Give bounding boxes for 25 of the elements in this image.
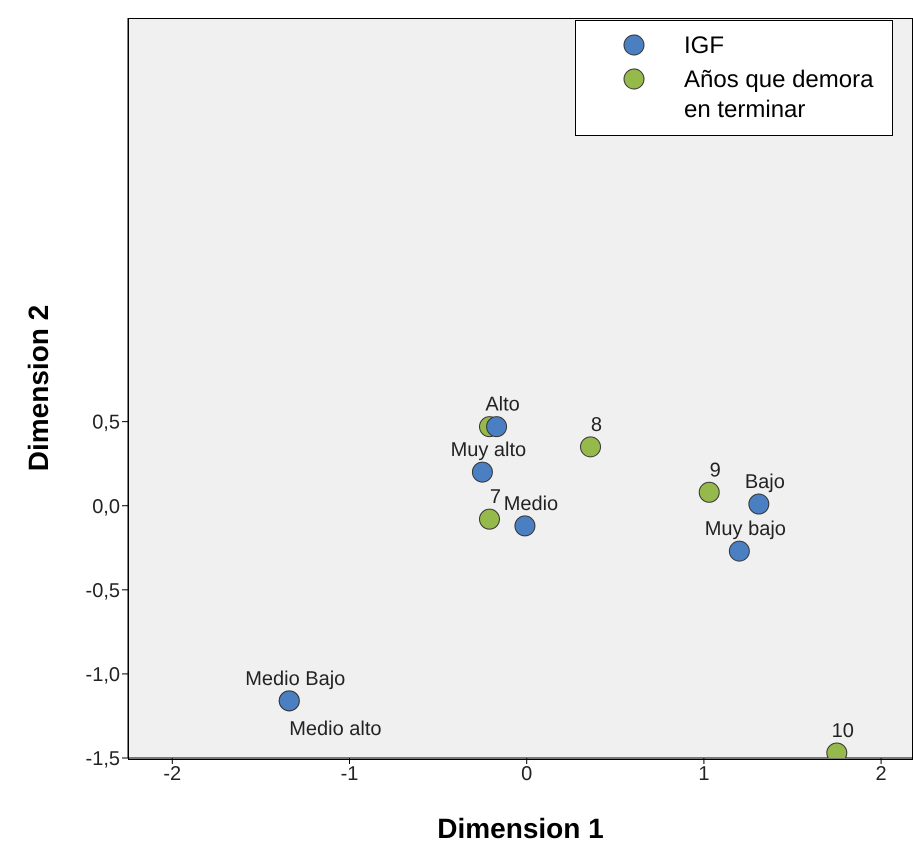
y-tick-label: 0,0 — [92, 496, 120, 518]
annotation: Medio alto — [289, 718, 382, 740]
x-tick-label: -1 — [340, 763, 358, 786]
y-tick-label: -1,0 — [86, 664, 120, 686]
x-tick-label: 2 — [876, 763, 887, 786]
annotation: 8 — [590, 414, 602, 436]
x-tick-label: 0 — [521, 763, 532, 786]
annotation: Medio — [504, 492, 558, 515]
legend-label: Años que demora en terminar — [684, 65, 874, 125]
y-tick-label: -1,5 — [86, 748, 120, 770]
x-axis-title: Dimension 1 — [437, 813, 604, 844]
annotation: Muy alto — [450, 439, 526, 462]
legend-label: IGF — [684, 31, 724, 61]
y-tick-label: 0,5 — [92, 412, 120, 434]
annotation: Alto — [485, 394, 520, 416]
annotation: 10 — [832, 720, 854, 742]
y-tick-label: -0,5 — [86, 580, 120, 602]
annotation: 9 — [710, 459, 721, 482]
annotation: Medio Bajo — [245, 668, 346, 690]
x-tick-label: 1 — [698, 763, 710, 786]
annotation: Bajo — [744, 471, 785, 494]
x-tick-label: -2 — [163, 763, 182, 786]
annotation: Muy bajo — [704, 518, 786, 540]
annotation: 7 — [490, 486, 502, 508]
y-axis-title: Dimension 2 — [22, 304, 54, 472]
